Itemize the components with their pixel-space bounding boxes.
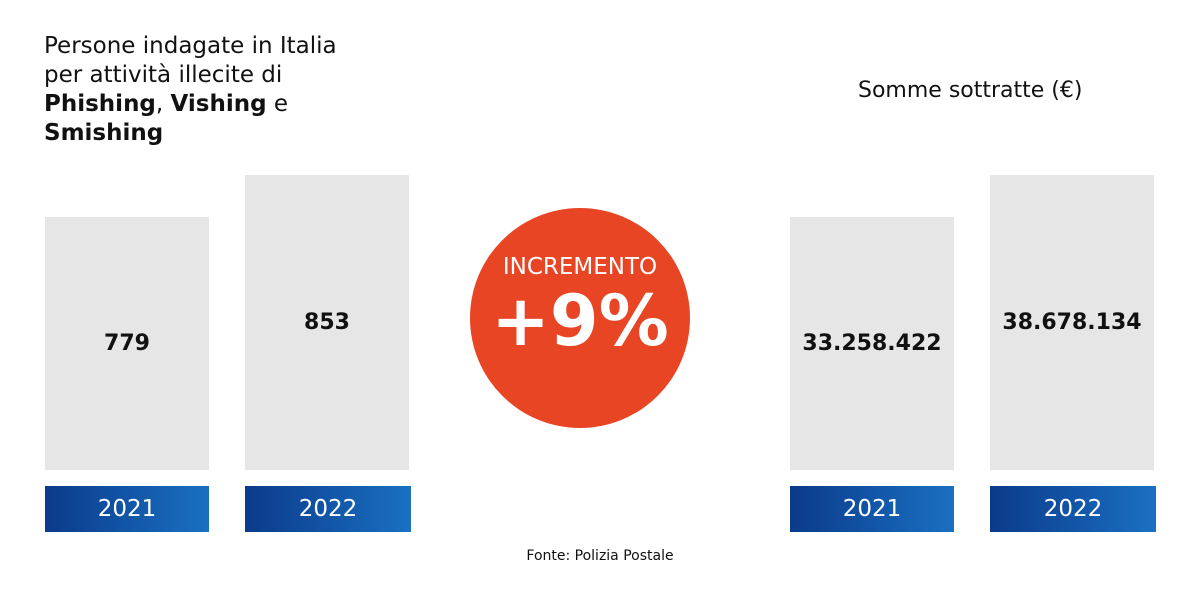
value-box: 779 bbox=[45, 217, 209, 470]
title-text: Phishing bbox=[44, 91, 156, 117]
right-title: Somme sottratte (€) bbox=[858, 78, 1083, 103]
value: 853 bbox=[304, 310, 350, 335]
badge-value: +9% bbox=[491, 280, 669, 362]
title-text: , bbox=[155, 91, 171, 117]
year-label: 2021 bbox=[45, 486, 209, 532]
title-text: Persone indagate in Italia bbox=[44, 33, 337, 59]
title-text: e bbox=[266, 91, 289, 117]
title-text: Smishing bbox=[44, 120, 164, 146]
source: Fonte: Polizia Postale bbox=[526, 548, 674, 564]
year-label: 2022 bbox=[990, 486, 1156, 532]
year-label: 2022 bbox=[245, 486, 411, 532]
badge-label: INCREMENTO bbox=[502, 254, 658, 280]
value-box: 38.678.134 bbox=[990, 175, 1154, 470]
value: 779 bbox=[104, 331, 150, 356]
value: 33.258.422 bbox=[802, 331, 942, 356]
value-box: 33.258.422 bbox=[790, 217, 954, 470]
title-text: Vishing bbox=[170, 91, 267, 117]
title-text: per attività illecite di bbox=[44, 62, 283, 88]
left-title: Persone indagate in Italia per attività … bbox=[44, 32, 384, 148]
increase-badge: INCREMENTO +9% bbox=[470, 208, 690, 428]
value-box: 853 bbox=[245, 175, 409, 470]
year-label: 2021 bbox=[790, 486, 954, 532]
value: 38.678.134 bbox=[1002, 310, 1142, 335]
